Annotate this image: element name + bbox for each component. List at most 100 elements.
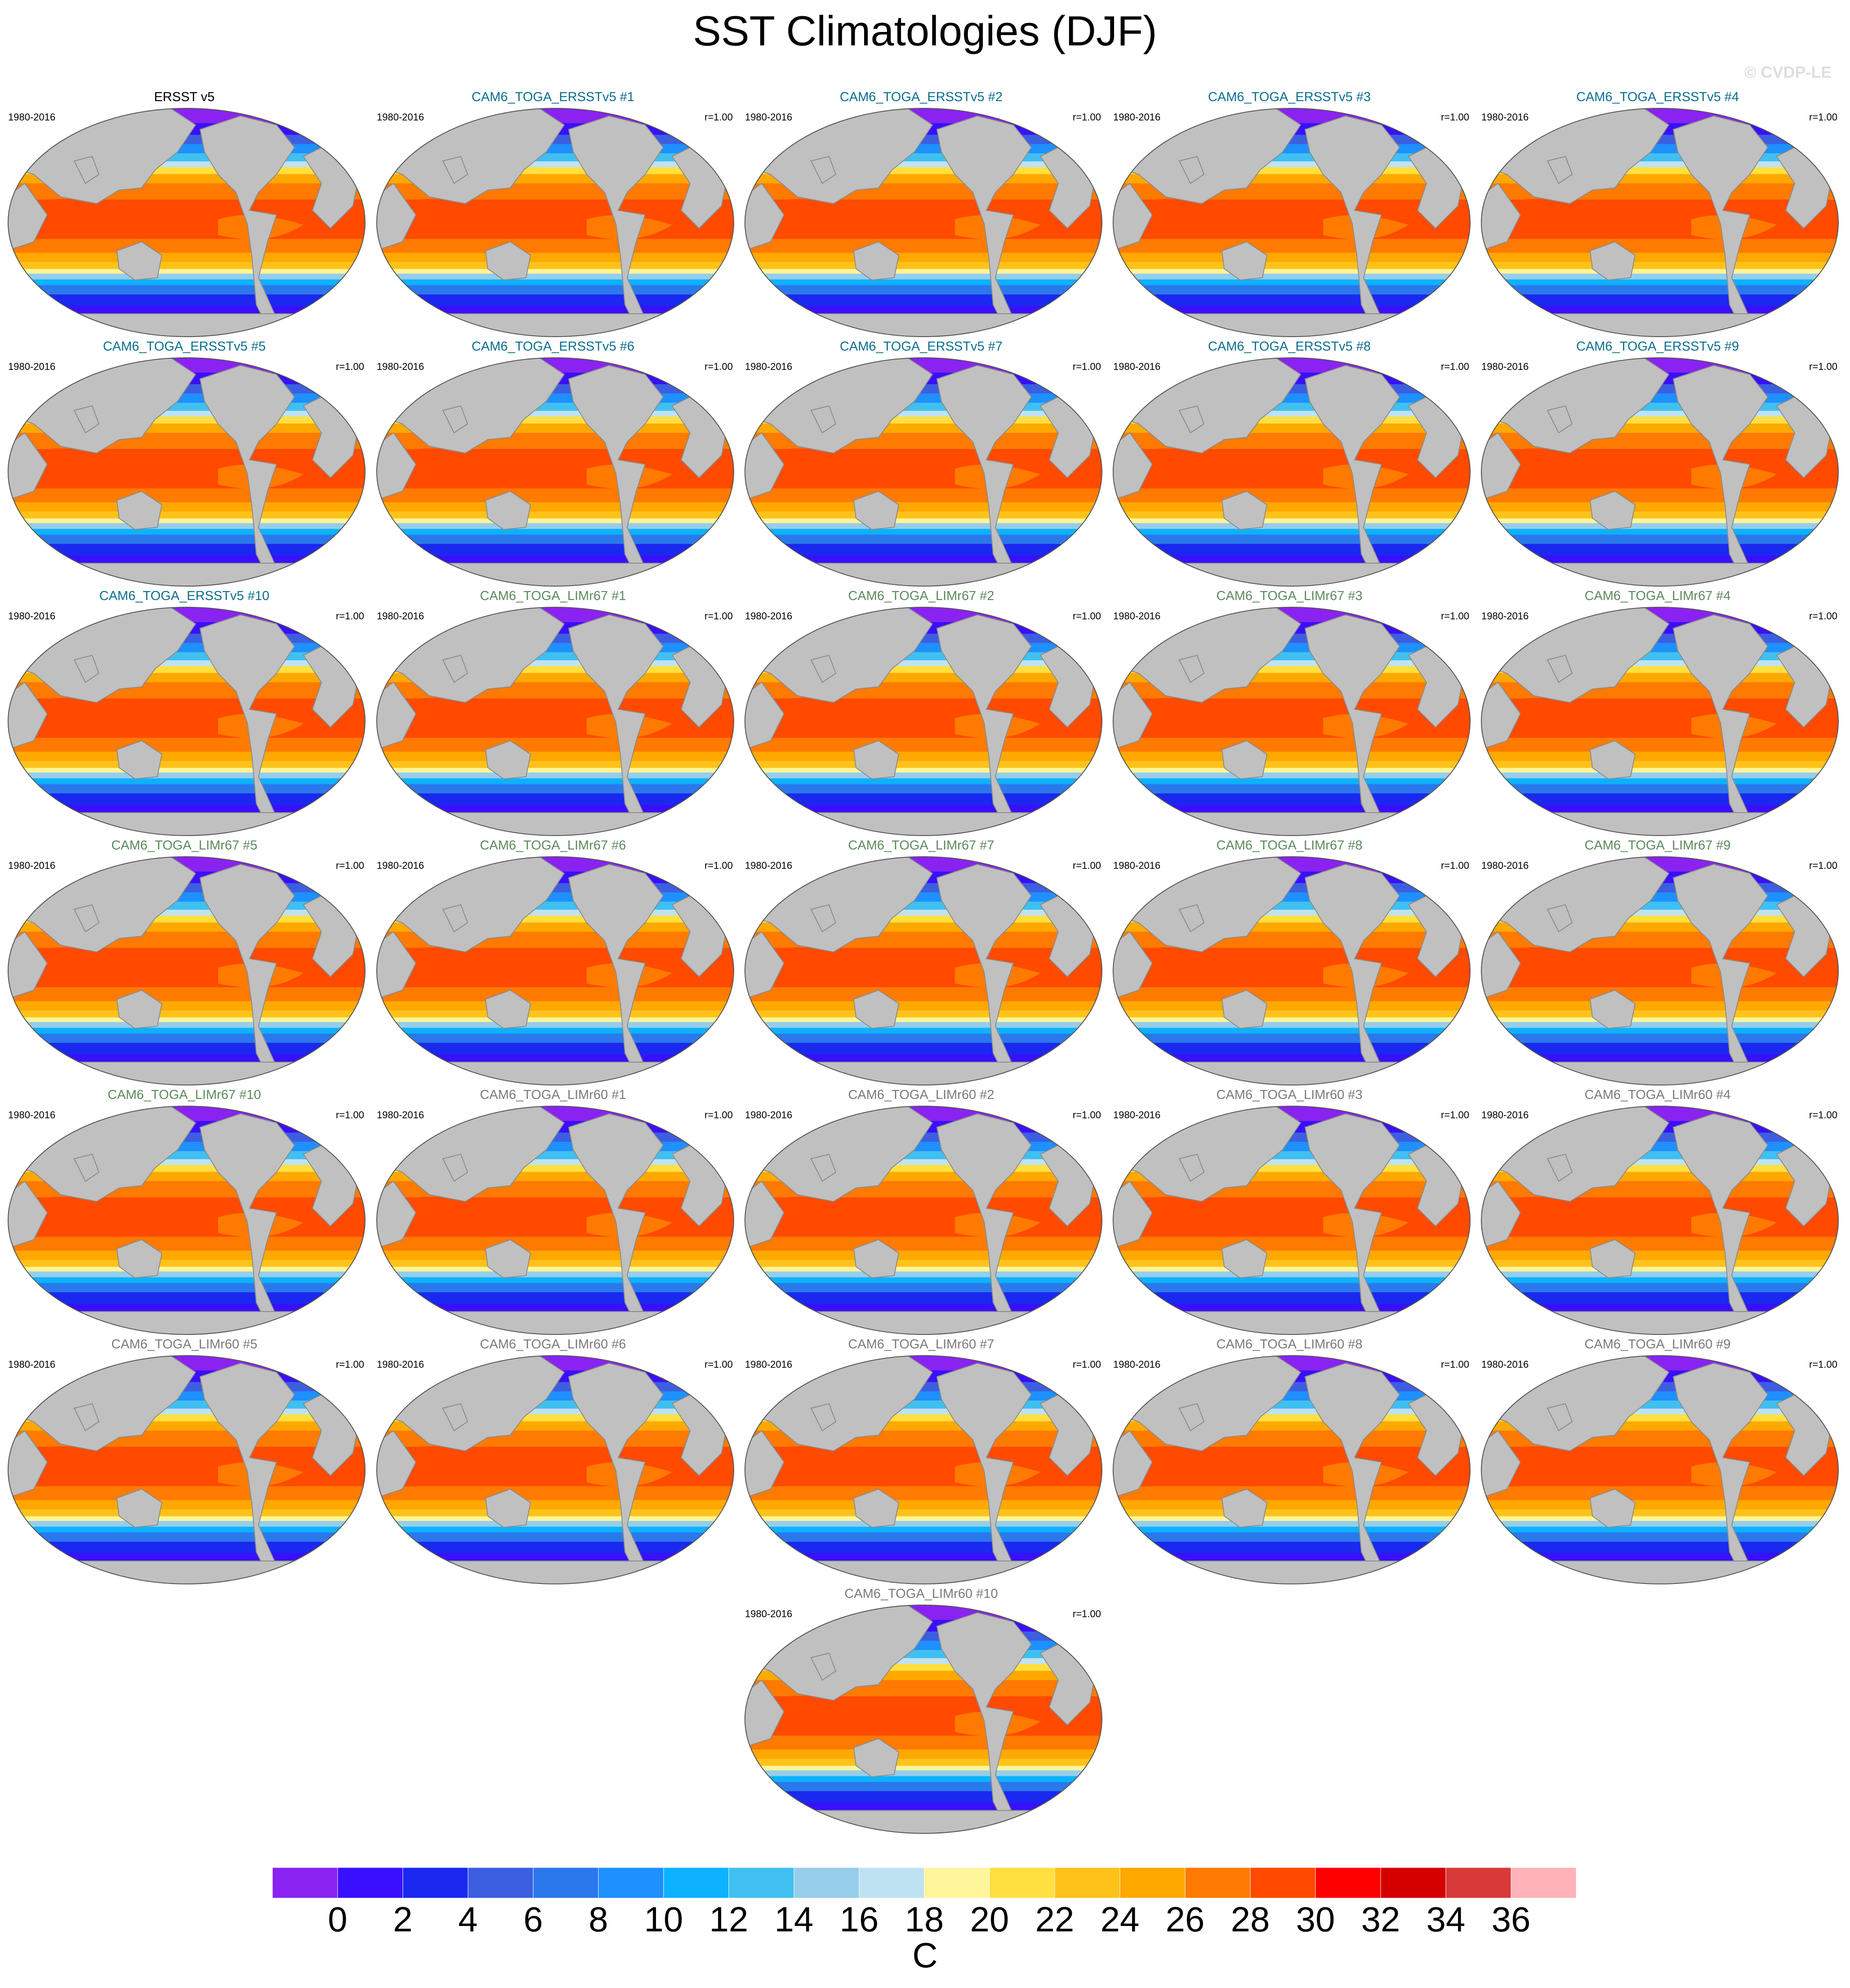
panel-period: 1980-2016 [1481,860,1529,871]
colorbar-swatch [1054,1867,1120,1899]
map-panel: CAM6_TOGA_LIMr67 #1 1980-2016 r=1.00 [369,589,737,837]
land-mass [1304,1362,1400,1580]
sst-band [745,1500,1102,1510]
colorbar-swatch [1250,1867,1316,1899]
sst-map [1481,1106,1839,1335]
land-mass [1589,490,1636,530]
sst-map [1113,607,1471,836]
sst-band [745,1509,1102,1517]
sst-band [8,1542,365,1554]
warm-pool [20,448,155,489]
land-mass [485,989,531,1029]
sst-band [377,1509,734,1517]
watermark: © CVDP-LE [1744,63,1832,81]
land-mass [1547,156,1573,184]
sst-band [1481,1001,1838,1011]
land-mass [377,1561,734,1584]
sst-band [1113,488,1470,503]
panel-title: ERSST v5 [154,90,215,104]
panel-title: CAM6_TOGA_ERSSTv5 #4 [1576,90,1739,104]
land-mass [1672,1113,1769,1331]
sst-band [1481,1526,1838,1533]
colorbar-tick: 0 [328,1899,348,1939]
sst-band [1481,987,1838,1001]
land-mass [1547,405,1573,434]
sst-band [377,279,734,286]
land-mass [810,156,837,184]
panel-correlation: r=1.00 [704,361,733,372]
sst-band [1113,1292,1470,1304]
land-mass [377,182,417,252]
sst-band [745,1770,1102,1777]
land-mass [73,405,100,434]
panel-title: CAM6_TOGA_LIMr67 #7 [848,838,994,853]
sst-band [745,1260,1102,1267]
sst-band [745,987,1102,1001]
sst-band [8,239,365,253]
colorbar-tick: 2 [393,1899,413,1939]
land-mass [853,740,900,780]
land-mass [1672,365,1769,583]
panel-period: 1980-2016 [745,1359,793,1370]
sst-band [1113,1033,1470,1043]
land-mass [1481,432,1521,501]
warm-pool [757,698,892,738]
figure-title: SST Climatologies (DJF) [693,7,1157,54]
land-mass [853,1239,900,1279]
sst-map [744,1106,1102,1335]
panel-period: 1980-2016 [8,860,56,871]
sst-band [745,294,1102,307]
land-mass [568,614,664,832]
sst-band [377,1022,734,1028]
sst-band [1113,529,1470,535]
map-panel: CAM6_TOGA_ERSSTv5 #9 1980-2016 r=1.00 [1473,339,1842,588]
sst-band [1481,1010,1838,1018]
sst-band [745,761,1102,768]
sst-band [745,488,1102,503]
sst-band [8,987,365,1001]
sst-band [377,784,734,794]
sst-map [8,856,366,1085]
land-mass [936,614,1032,832]
panel-period: 1980-2016 [377,111,424,123]
sst-band [745,1791,1102,1803]
sst-band [377,544,734,556]
sst-band [377,1486,734,1500]
sst-band [1481,534,1838,544]
sst-band [8,523,365,529]
warm-pool [757,947,892,987]
sst-band [1113,269,1470,274]
warm-pool [1493,947,1628,987]
sst-band [8,1010,365,1018]
sst-band [1113,534,1470,544]
land-mass [199,1362,295,1580]
sst-band [1113,772,1470,779]
sst-band [745,529,1102,535]
panel-period: 1980-2016 [745,111,793,123]
panel-correlation: r=1.00 [1809,1109,1837,1121]
land-mass [1589,989,1636,1029]
land-mass [377,432,417,501]
sst-band [8,273,365,280]
sst-band [1113,1509,1470,1517]
land-mass [745,1180,785,1250]
sst-map [8,357,366,587]
map-outline [744,1106,1102,1335]
sst-band [1481,511,1838,519]
sst-band [377,1526,734,1533]
sst-band [1481,772,1838,779]
sst-band [1113,1532,1470,1542]
sst-band [1481,1033,1838,1043]
colorbar-tick: 12 [709,1899,749,1939]
sst-band [745,279,1102,286]
sst-band [377,752,734,761]
map-panel: CAM6_TOGA_ERSSTv5 #5 1980-2016 r=1.00 [0,339,369,588]
land-mass [485,490,531,530]
land-mass [1547,904,1573,933]
map-panel: CAM6_TOGA_ERSSTv5 #8 1980-2016 r=1.00 [1105,339,1474,588]
land-mass [8,182,48,252]
colorbar [272,1867,1577,1899]
map-outline [1113,856,1471,1085]
sst-band [745,772,1102,779]
land-mass [1481,681,1521,751]
